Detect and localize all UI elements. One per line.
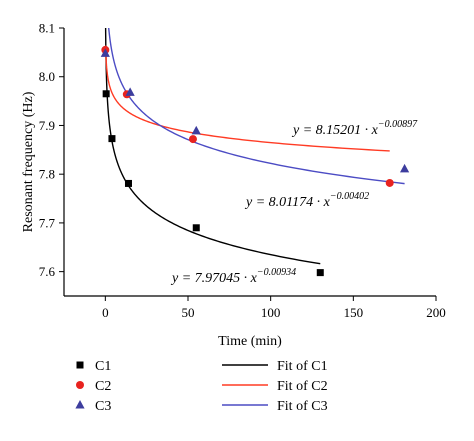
fit-equation-c3: y = 8.15201 · x−0.00897 <box>291 119 418 138</box>
legend-label-c1: C1 <box>95 359 111 374</box>
y-tick-label-7.8: 7.8 <box>39 167 55 182</box>
y-tick-label-8.1: 8.1 <box>39 21 55 36</box>
y-tick-label-8.0: 8.0 <box>39 69 55 84</box>
equations-group: y = 7.97045 · x−0.00934 y = 8.01174 · x−… <box>170 119 418 286</box>
legend-marker-c2 <box>76 381 84 389</box>
data-point-c1-4 <box>192 224 200 232</box>
legend-label-fit-c2: Fit of C2 <box>277 379 328 394</box>
axes-group: 0 50 100 150 200 7.6 7.7 7.8 7.9 8.0 8.1 <box>39 21 446 321</box>
data-point-c3-1 <box>100 48 110 57</box>
data-point-c3-4 <box>399 163 410 173</box>
data-point-c1-1 <box>102 90 110 98</box>
fit-curve-c3 <box>108 28 405 185</box>
fit-equation-c1: y = 7.97045 · x−0.00934 <box>170 267 296 286</box>
y-tick-label-7.9: 7.9 <box>39 118 55 133</box>
x-tick-label-150: 150 <box>344 305 364 320</box>
data-point-c1-3 <box>124 179 132 187</box>
data-point-c3-2 <box>125 87 135 96</box>
y-tick-label-7.7: 7.7 <box>39 215 56 230</box>
data-point-c2-4 <box>385 178 394 187</box>
fit-equation-c2-base: y = 8.01174 · x <box>244 195 331 210</box>
fit-equation-c2-exponent: −0.00402 <box>330 191 369 202</box>
legend-label-c3: C3 <box>95 399 111 414</box>
fit-curve-c1 <box>104 28 321 265</box>
y-axis-label: Resonant frequency (Hz) <box>21 91 36 232</box>
fit-equation-c3-base: y = 8.15201 · x <box>291 123 379 138</box>
series-group <box>100 28 410 277</box>
data-point-c1-5 <box>316 269 324 277</box>
legend-marker-c1 <box>76 361 84 369</box>
fit-equation-c3-exponent: −0.00897 <box>378 119 418 130</box>
x-tick-label-100: 100 <box>261 305 281 320</box>
x-tick-label-50: 50 <box>182 305 195 320</box>
data-point-c2-3 <box>188 135 197 144</box>
fit-equation-c1-exponent: −0.00934 <box>257 267 296 278</box>
x-tick-label-0: 0 <box>102 305 109 320</box>
fit-equation-c2: y = 8.01174 · x−0.00402 <box>244 191 369 210</box>
x-tick-label-200: 200 <box>426 305 446 320</box>
legend-label-fit-c1: Fit of C1 <box>277 359 328 374</box>
legend-label-fit-c3: Fit of C3 <box>277 399 328 414</box>
legend: C1 C2 C3 Fit of C1 Fit of C2 Fit of C3 <box>75 359 328 414</box>
legend-marker-c3 <box>75 400 85 409</box>
data-point-c3-3 <box>191 125 201 135</box>
y-tick-label-7.6: 7.6 <box>39 264 56 279</box>
fit-equation-c1-base: y = 7.97045 · x <box>170 271 258 286</box>
labels-group: Time (min) Resonant frequency (Hz) <box>21 91 282 349</box>
x-axis-label: Time (min) <box>218 334 282 349</box>
data-point-c1-2 <box>108 135 116 143</box>
legend-label-c2: C2 <box>95 379 111 394</box>
